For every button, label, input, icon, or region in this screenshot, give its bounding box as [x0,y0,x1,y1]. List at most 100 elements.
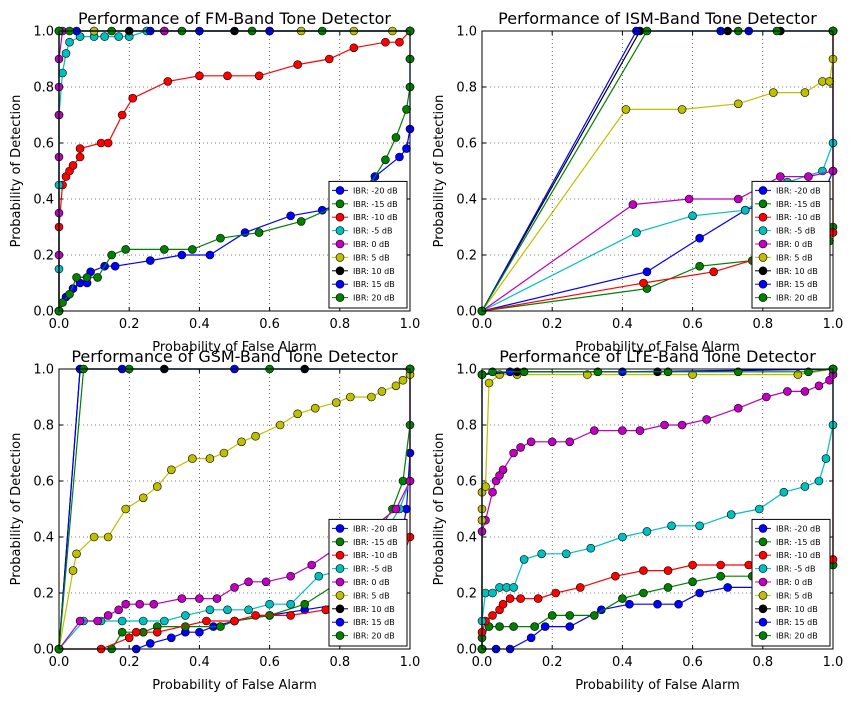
y-tick-label: 0.6 [456,137,477,152]
data-point [733,194,743,204]
y-axis-label: Probability of Detection [432,433,447,586]
data-point [346,392,355,402]
legend-label: IBR: 5 dB [776,591,813,600]
data-point [674,599,683,609]
data-point [804,367,813,377]
data-point [509,448,518,458]
data-point [621,105,631,114]
axes-frame [481,368,834,650]
data-point [286,599,295,609]
data-point [663,583,673,592]
legend-marker [758,564,768,573]
data-point [593,367,603,377]
x-tick-label: 0.8 [329,317,350,332]
data-point [121,599,130,609]
data-point [65,37,74,47]
data-point [695,521,704,531]
legend-label: IBR: 5 dB [353,591,390,600]
data-point [547,437,557,447]
legend-label: IBR: -15 dB [353,538,398,547]
legend-marker [758,293,768,302]
legend-marker [758,239,768,249]
data-point [331,398,341,407]
data-point [230,583,239,592]
data-point [688,560,697,570]
x-tick-label: 0.4 [189,317,210,332]
legend-marker [758,591,768,600]
x-tick-label: 0.0 [49,655,70,670]
legend-label: IBR: -5 dB [776,565,815,574]
data-point [128,93,138,103]
legend-label: IBR: 15 dB [776,618,818,627]
data-point [526,633,536,643]
data-point [177,594,187,603]
axes-frame [58,368,411,650]
data-point [75,152,85,162]
data-point [100,32,109,41]
data-point [167,633,176,643]
x-tick-label: 0.0 [472,317,493,332]
data-point [632,228,641,237]
data-point [526,437,536,447]
data-point [138,493,148,503]
data-point [519,555,529,564]
y-tick-label: 1.0 [33,25,54,40]
legend-marker [335,564,345,573]
legend: IBR: -20 dB IBR: -15 dB IBR: -10 dB IBR: -5… [751,518,831,647]
data-point [188,245,197,254]
data-point [663,367,673,377]
data-point [398,375,408,385]
data-point [586,543,596,553]
y-tick-label: 0.2 [33,249,54,264]
y-tick-label: 0.4 [33,193,54,208]
data-point [107,250,116,260]
legend-label: IBR: -10 dB [353,551,398,560]
legend-marker [758,524,768,533]
data-point [72,549,81,559]
data-point [223,71,232,81]
x-axis-label: Probability of False Alarm [575,340,740,355]
y-tick-label: 0.2 [456,249,477,264]
data-point [540,622,550,631]
data-point [709,267,718,277]
data-point [177,250,187,260]
x-tick-label: 0.2 [119,655,140,670]
data-point [275,420,285,430]
data-point [509,583,518,592]
legend-label: IBR: -10 dB [353,213,398,222]
legend-label: IBR: 5 dB [353,253,390,262]
data-point [237,437,246,447]
data-point [667,521,676,531]
y-tick-label: 0.8 [33,81,54,96]
y-tick-label: 0.4 [456,193,477,208]
data-point [68,566,78,575]
legend-marker [335,524,345,533]
data-point [135,599,145,609]
data-point [783,387,792,396]
data-point [286,571,295,581]
legend-label: IBR: 0 dB [776,578,813,587]
data-point [93,273,102,282]
data-point [740,205,750,215]
legend-marker [758,604,768,614]
data-point [814,476,824,486]
x-tick-label: 0.2 [119,317,140,332]
y-tick-label: 0.6 [33,137,54,152]
x-axis-label: Probability of False Alarm [152,340,317,355]
chart-title: Performance of GSM-Band Tone Detector [71,347,398,366]
data-point [188,454,197,463]
legend-marker [758,577,768,587]
x-tick-label: 0.6 [682,655,703,670]
data-point [628,200,638,209]
legend: IBR: -20 dB IBR: -15 dB IBR: -10 dB IBR: -5… [328,180,408,309]
data-point [114,32,123,41]
legend-label: IBR: 20 dB [776,632,818,641]
data-point [395,37,404,47]
data-point [381,155,390,165]
data-point [307,560,317,570]
x-tick-label: 0.8 [329,655,350,670]
x-tick-label: 1.0 [823,655,844,670]
data-point [286,211,295,221]
x-tick-label: 0.8 [752,655,773,670]
y-tick-label: 0.8 [33,419,54,434]
